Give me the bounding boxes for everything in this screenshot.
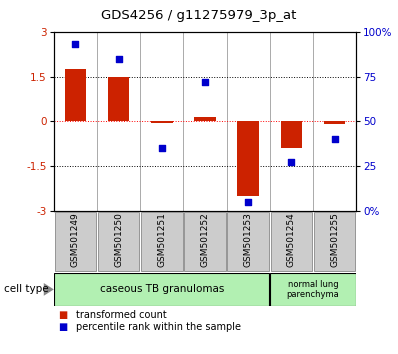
FancyBboxPatch shape [54, 273, 269, 306]
Point [288, 160, 295, 165]
Point [245, 199, 252, 205]
Bar [108, 76, 129, 121]
Text: GSM501253: GSM501253 [244, 212, 253, 267]
Text: GSM501249: GSM501249 [71, 212, 80, 267]
FancyBboxPatch shape [184, 212, 226, 271]
FancyBboxPatch shape [55, 212, 96, 271]
Point [115, 56, 122, 62]
Text: transformed count: transformed count [76, 310, 166, 320]
FancyBboxPatch shape [271, 212, 312, 271]
Bar [151, 121, 173, 123]
Point [332, 136, 338, 142]
Point [202, 79, 208, 85]
Text: GSM501254: GSM501254 [287, 212, 296, 267]
Text: ■: ■ [58, 310, 67, 320]
Text: GSM501250: GSM501250 [114, 212, 123, 267]
Text: GDS4256 / g11275979_3p_at: GDS4256 / g11275979_3p_at [101, 9, 297, 22]
Bar [64, 69, 86, 121]
Text: caseous TB granulomas: caseous TB granulomas [100, 284, 224, 295]
Bar [237, 121, 259, 196]
FancyBboxPatch shape [141, 212, 183, 271]
Text: percentile rank within the sample: percentile rank within the sample [76, 322, 241, 332]
FancyBboxPatch shape [227, 212, 269, 271]
Text: GSM501255: GSM501255 [330, 212, 339, 267]
Text: cell type: cell type [4, 284, 49, 295]
Text: GSM501251: GSM501251 [157, 212, 166, 267]
Point [158, 145, 165, 151]
Bar [324, 121, 345, 124]
FancyBboxPatch shape [314, 212, 355, 271]
Bar [194, 117, 216, 121]
FancyBboxPatch shape [270, 273, 356, 306]
Bar [281, 121, 302, 148]
Point [72, 41, 78, 47]
Text: GSM501252: GSM501252 [201, 212, 209, 267]
Text: normal lung
parenchyma: normal lung parenchyma [287, 280, 339, 299]
FancyBboxPatch shape [98, 212, 139, 271]
Text: ■: ■ [58, 322, 67, 332]
